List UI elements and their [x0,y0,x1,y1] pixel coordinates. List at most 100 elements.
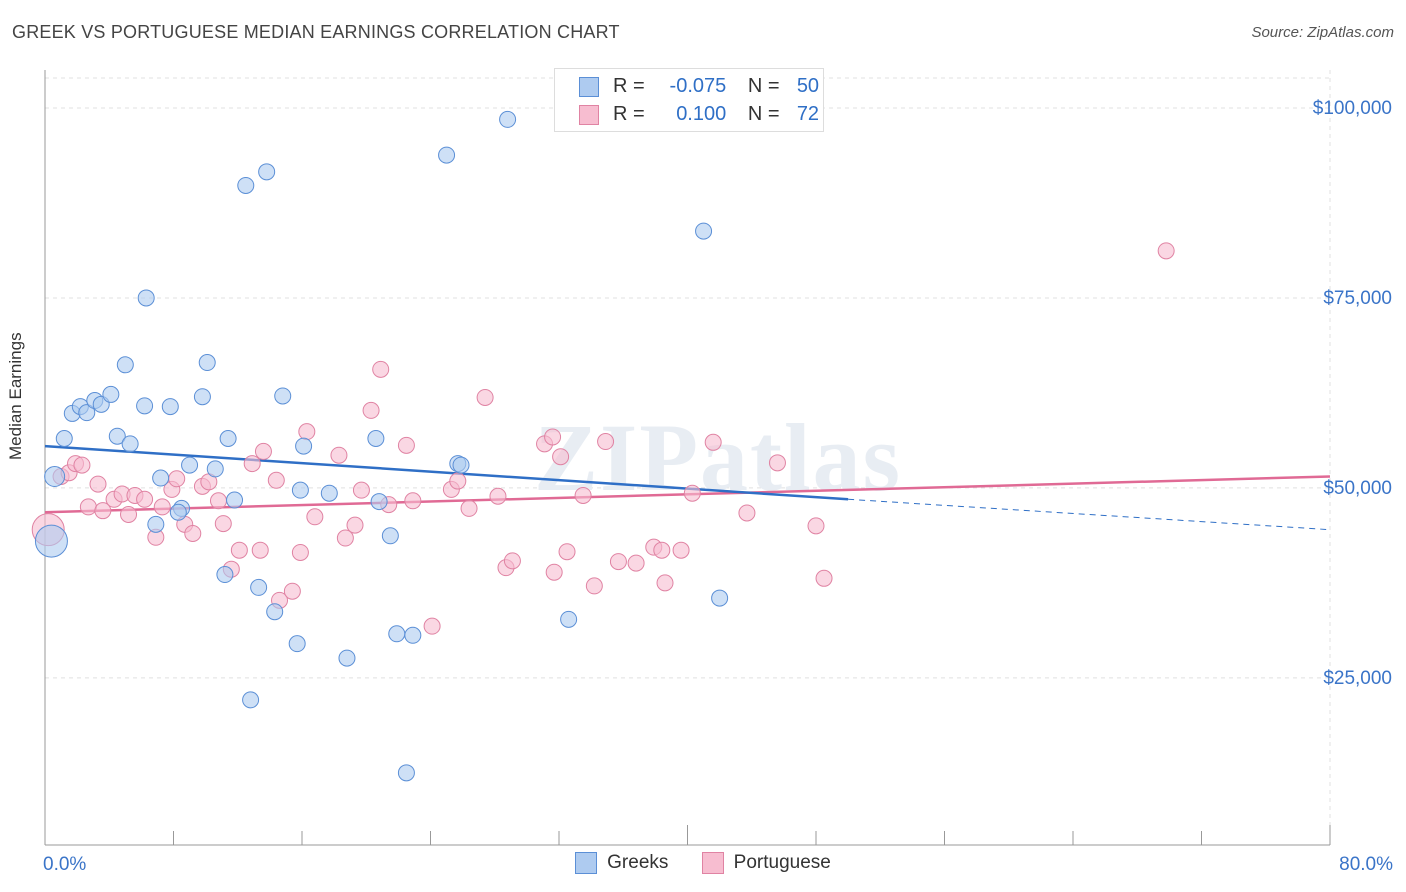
point-portuguese [627,554,645,572]
series-legend: Greeks Portuguese [0,852,1406,874]
point-greeks [161,398,179,416]
legend-item-greeks[interactable]: Greeks [575,852,668,874]
point-portuguese [704,433,722,451]
point-greeks [288,635,306,653]
point-portuguese [336,529,354,547]
point-portuguese [372,360,390,378]
point-greeks [102,385,120,403]
n-label: N = [747,75,780,97]
n-label: N = [747,103,780,125]
point-portuguese [585,577,603,595]
greeks-swatch [579,76,599,97]
point-portuguese [230,541,248,559]
x-tick-label: 80.0% [1339,854,1393,875]
point-greeks [237,176,255,194]
point-portuguese [476,388,494,406]
point-portuguese [404,492,422,510]
point-greeks [136,397,154,415]
legend-label-greeks: Greeks [607,852,669,874]
point-greeks [78,404,96,422]
point-portuguese [1157,242,1175,260]
point-portuguese [120,505,138,523]
point-portuguese [552,448,570,466]
point-greeks [258,163,276,181]
point-greeks [55,430,73,448]
legend-row-greeks: R = -0.075 N = 50 [579,75,819,99]
point-greeks [147,515,165,533]
point-greeks [198,354,216,372]
point-portuguese [168,470,186,488]
point-portuguese [807,517,825,535]
point-greeks [266,603,284,621]
stats-legend: R = -0.075 N = 50 R = 0.100 N = 72 [554,68,824,132]
x-tick-label: 0.0% [43,854,86,875]
point-greeks [226,491,244,509]
point-portuguese [298,423,316,441]
point-portuguese [423,617,441,635]
point-greeks [193,388,211,406]
point-portuguese [89,475,107,493]
point-portuguese [683,484,701,502]
point-portuguese [306,508,324,526]
point-greeks [381,527,399,545]
x-tick-labels: 0.0% 80.0% [43,854,1393,875]
point-portuguese [79,498,97,516]
r-value-portuguese: 0.100 [676,103,727,125]
point-greeks [137,289,155,307]
point-greeks [452,456,470,474]
data-points [31,110,1175,782]
point-portuguese [291,543,309,561]
point-portuguese [656,574,674,592]
y-tick-label: $75,000 [1323,288,1392,309]
point-greeks [242,691,260,709]
point-portuguese [346,516,364,534]
point-greeks [116,356,134,374]
point-portuguese [768,454,786,472]
point-portuguese [653,541,671,559]
point-portuguese [283,582,301,600]
portuguese-swatch [701,852,724,874]
trend-line-greeks-extension [848,498,1331,531]
point-greeks [274,387,292,405]
point-portuguese [738,504,756,522]
point-greeks [44,465,66,487]
point-portuguese [489,487,507,505]
point-portuguese [243,455,261,473]
point-portuguese [609,553,627,571]
point-greeks [206,460,224,478]
point-greeks [181,456,199,474]
y-tick-label: $25,000 [1323,668,1392,689]
point-portuguese [397,436,415,454]
point-greeks [34,524,68,558]
point-portuguese [184,524,202,542]
n-value-portuguese: 72 [796,103,820,125]
point-portuguese [545,563,563,581]
point-portuguese [251,541,269,559]
point-greeks [295,437,313,455]
point-greeks [216,566,234,584]
point-portuguese [574,486,592,504]
point-greeks [291,481,309,499]
y-tick-label: $50,000 [1323,478,1392,499]
portuguese-swatch [579,104,599,125]
point-greeks [404,626,422,644]
point-greeks [560,610,578,628]
point-greeks [219,430,237,448]
point-greeks [397,764,415,782]
point-greeks [338,649,356,667]
point-greeks [388,625,406,643]
point-greeks [367,430,385,448]
y-tick-labels: $25,000 $50,000 $75,000 $100,000 [1313,98,1392,689]
legend-row-portuguese: R = 0.100 N = 72 [579,103,819,127]
point-greeks [438,146,456,164]
r-label: R = [613,103,645,125]
point-greeks [250,578,268,596]
legend-item-portuguese[interactable]: Portuguese [701,852,831,874]
point-portuguese [73,456,91,474]
point-greeks [152,469,170,487]
point-greeks [320,484,338,502]
point-portuguese [544,428,562,446]
point-greeks [695,222,713,240]
y-tick-label: $100,000 [1313,98,1392,119]
